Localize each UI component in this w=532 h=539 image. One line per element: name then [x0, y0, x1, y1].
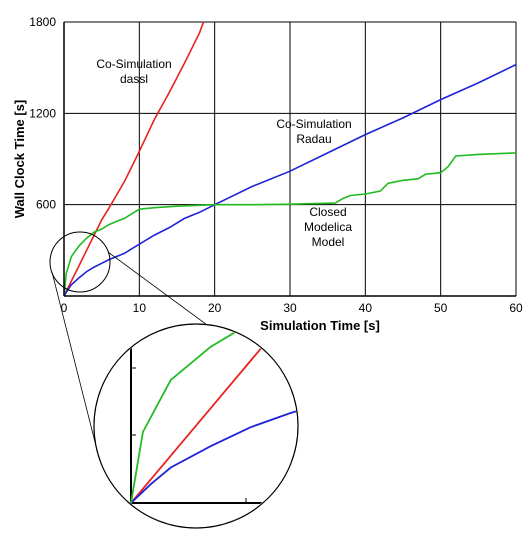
- zoom-plot: [130, 325, 297, 504]
- zoom-inset: [49, 231, 299, 529]
- zoom-series-line-2: [130, 325, 297, 504]
- annotation-2: Co-Simulation: [276, 117, 351, 131]
- x-tick-label: 10: [133, 301, 147, 315]
- annotation-2: Radau: [296, 132, 331, 146]
- x-tick-label: 50: [434, 301, 448, 315]
- x-axis-title: Simulation Time [s]: [260, 318, 380, 333]
- series-line-2: [64, 63, 516, 296]
- x-tick-label: 30: [283, 301, 297, 315]
- zoom-connector: [51, 271, 97, 447]
- zoom-series-line-1: [130, 325, 297, 504]
- y-tick-label: 1200: [29, 106, 56, 120]
- series-line-1: [64, 22, 205, 296]
- y-tick-label: 1800: [29, 15, 56, 29]
- annotation-3: Closed: [309, 205, 346, 219]
- annotation-3: Model: [312, 235, 345, 249]
- main-plot: 0 10 20 30 40 50 60 600 1200 1800 Simulation Time …: [12, 15, 523, 333]
- y-axis-title: Wall Clock Time [s]: [12, 100, 27, 218]
- x-tick-label: 40: [359, 301, 373, 315]
- annotation-3: Modelica: [304, 220, 352, 234]
- series-line-3: [64, 152, 516, 296]
- x-tick-label: 60: [509, 301, 523, 315]
- annotation-1: dassl: [120, 72, 148, 86]
- annotation-1: Co-Simulation: [96, 57, 171, 71]
- x-tick-label: 20: [208, 301, 222, 315]
- y-tick-label: 600: [36, 198, 56, 212]
- x-tick-label: 0: [61, 301, 68, 315]
- zoom-source-circle: [49, 231, 111, 293]
